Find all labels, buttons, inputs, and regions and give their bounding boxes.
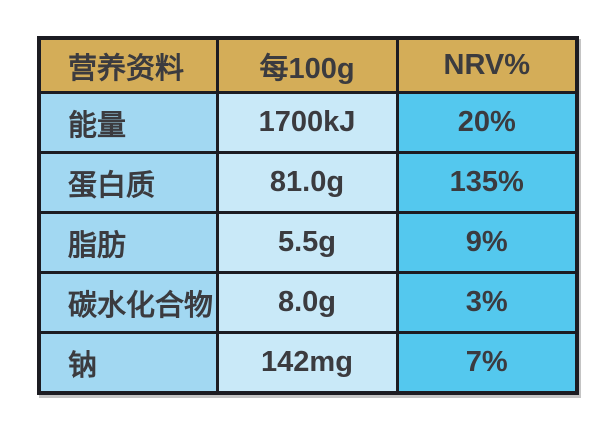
nrv-cell: 3% [395,271,579,334]
nutrient-name-cell: 碳水化合物 [37,271,219,334]
per-100g-cell: 1700kJ [215,91,399,154]
per-100g-cell: 142mg [215,331,399,395]
table-row-fat: 脂肪 5.5g 9% [37,211,579,274]
header-nrv-percent: NRV% [395,36,579,94]
nrv-cell: 135% [395,151,579,214]
table-row-energy: 能量 1700kJ 20% [37,91,579,154]
nrv-cell: 7% [395,331,579,395]
table-row-sodium: 钠 142mg 7% [37,331,579,395]
header-nutrition-info: 营养资料 [37,36,219,94]
table-row-carbohydrate: 碳水化合物 8.0g 3% [37,271,579,334]
per-100g-cell: 5.5g [215,211,399,274]
header-row: 营养资料 每100g NRV% [37,36,579,94]
nutrient-name-cell: 能量 [37,91,219,154]
nutrient-name-cell: 脂肪 [37,211,219,274]
header-per-100g: 每100g [215,36,399,94]
nutrition-table: 营养资料 每100g NRV% 能量 1700kJ 20% 蛋白质 81.0g … [37,36,579,395]
per-100g-cell: 81.0g [215,151,399,214]
table-row-protein: 蛋白质 81.0g 135% [37,151,579,214]
nrv-cell: 20% [395,91,579,154]
per-100g-cell: 8.0g [215,271,399,334]
nrv-cell: 9% [395,211,579,274]
nutrient-name-cell: 蛋白质 [37,151,219,214]
nutrient-name-cell: 钠 [37,331,219,395]
